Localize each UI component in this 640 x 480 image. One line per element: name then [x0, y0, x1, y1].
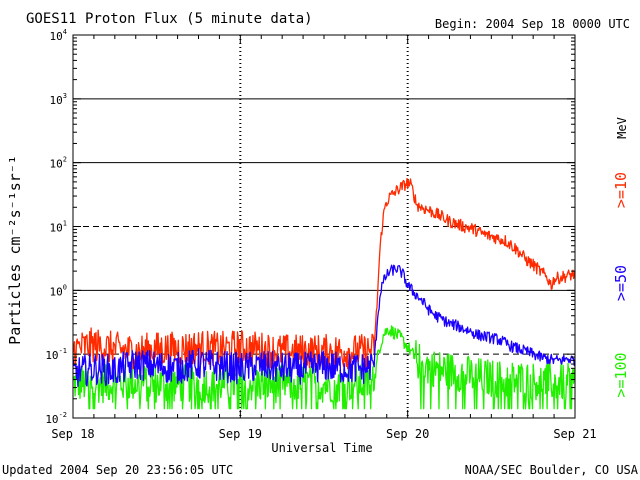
- legend-entry: >=50: [612, 265, 630, 301]
- legend: >=10 >=50 >=100: [612, 172, 630, 398]
- x-tick-label: Sep 21: [553, 427, 596, 441]
- x-tick-label: Sep 20: [386, 427, 429, 441]
- y-tick-label: 102: [50, 156, 67, 171]
- series-line-ge50: [72, 264, 576, 387]
- footer-updated: Updated 2004 Sep 20 23:56:05 UTC: [2, 463, 233, 477]
- footer-credit: NOAA/SEC Boulder, CO USA: [465, 463, 639, 477]
- y-axis-ticks: 10-2 10-1 100 101 102 103 104: [45, 28, 575, 426]
- y-tick-label: 104: [50, 28, 67, 43]
- series-layer: [72, 177, 576, 410]
- legend-entry: >=100: [612, 352, 630, 397]
- y-tick-label: 101: [50, 220, 67, 235]
- y-tick-label: 10-2: [45, 411, 67, 426]
- x-axis-ticks: Sep 18 Sep 19 Sep 20 Sep 21: [51, 35, 597, 441]
- series-line-ge100: [72, 325, 576, 410]
- begin-label: Begin: 2004 Sep 18 0000 UTC: [435, 17, 630, 31]
- chart-title: GOES11 Proton Flux (5 minute data): [26, 11, 313, 27]
- x-tick-label: Sep 18: [51, 427, 94, 441]
- y-tick-label: 103: [50, 92, 67, 107]
- y-tick-label: 100: [50, 283, 67, 298]
- x-axis-label: Universal Time: [271, 441, 372, 455]
- units-label: MeV: [615, 117, 629, 139]
- y-tick-label: 10-1: [45, 347, 67, 362]
- y-axis-label: Particles cm⁻²s⁻¹sr⁻¹: [6, 155, 24, 345]
- x-tick-label: Sep 19: [219, 427, 262, 441]
- series-line-ge10: [72, 177, 576, 370]
- legend-entry: >=10: [612, 172, 630, 208]
